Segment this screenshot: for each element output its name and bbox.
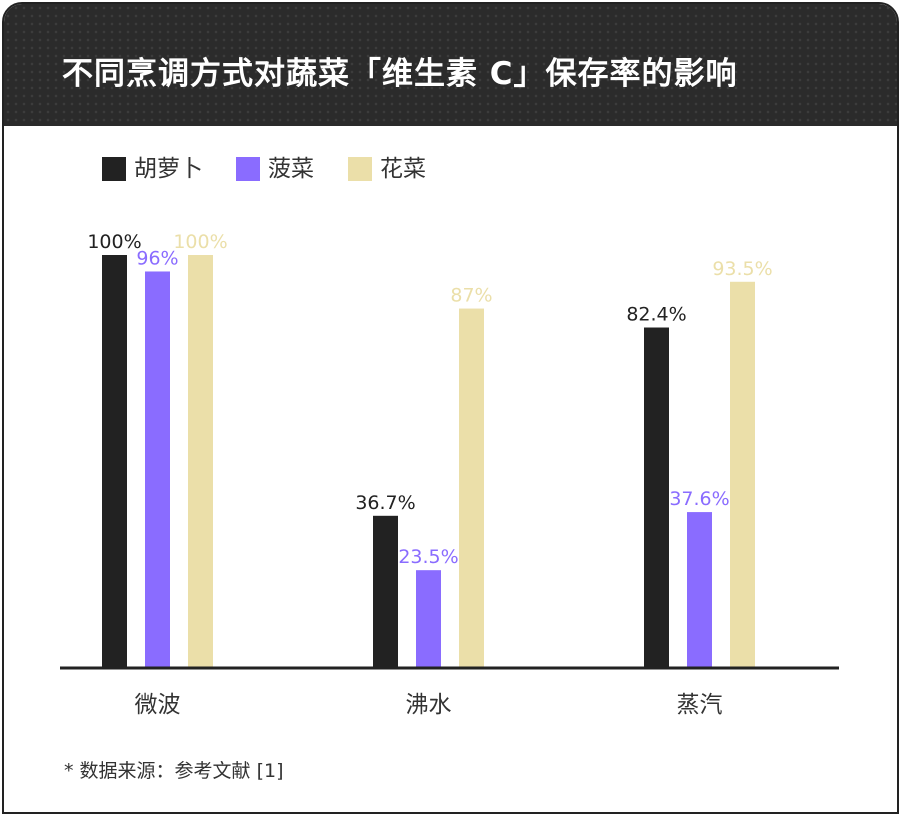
bar-spinach-microwave [145,271,170,667]
data-label-cauliflower-microwave: 100% [173,231,227,253]
bar-carrot-microwave [102,255,127,667]
bar-carrot-steaming [644,327,669,667]
bar-spinach-boiling [416,570,441,667]
data-label-spinach-microwave: 96% [136,247,178,269]
legend-label-cauliflower: 花菜 [380,156,426,182]
data-label-spinach-boiling: 23.5% [398,546,458,568]
bar-cauliflower-boiling [459,308,484,667]
data-label-carrot-boiling: 36.7% [355,492,415,514]
bar-carrot-boiling [373,515,398,667]
category-label-microwave: 微波 [135,692,181,718]
title-banner: 不同烹调方式对蔬菜「维生素 C」保存率的影响 [4,4,897,126]
data-label-carrot-microwave: 100% [87,231,141,253]
category-label-steaming: 蒸汽 [677,692,723,718]
chart-title: 不同烹调方式对蔬菜「维生素 C」保存率的影响 [62,56,738,92]
data-label-carrot-steaming: 82.4% [626,304,686,326]
legend-swatch-cauliflower [348,157,372,181]
bar-spinach-steaming [687,512,712,667]
source-note: * 数据来源：参考文献 [1] [64,760,284,782]
legend-label-carrot: 胡萝卜 [134,156,203,182]
legend-swatch-carrot [102,157,126,181]
bar-cauliflower-microwave [188,255,213,667]
legend-swatch-spinach [236,157,260,181]
legend-label-spinach: 菠菜 [268,156,314,182]
bar-cauliflower-steaming [730,281,755,667]
data-label-cauliflower-steaming: 93.5% [712,258,772,280]
data-label-cauliflower-boiling: 87% [450,285,492,307]
bar-chart: 100%96%100% 微波 36.7% 23.5% 87% 沸水 82.4% 37.6% 93… [60,231,839,718]
category-label-boiling: 沸水 [406,692,452,718]
data-label-spinach-steaming: 37.6% [669,488,729,510]
